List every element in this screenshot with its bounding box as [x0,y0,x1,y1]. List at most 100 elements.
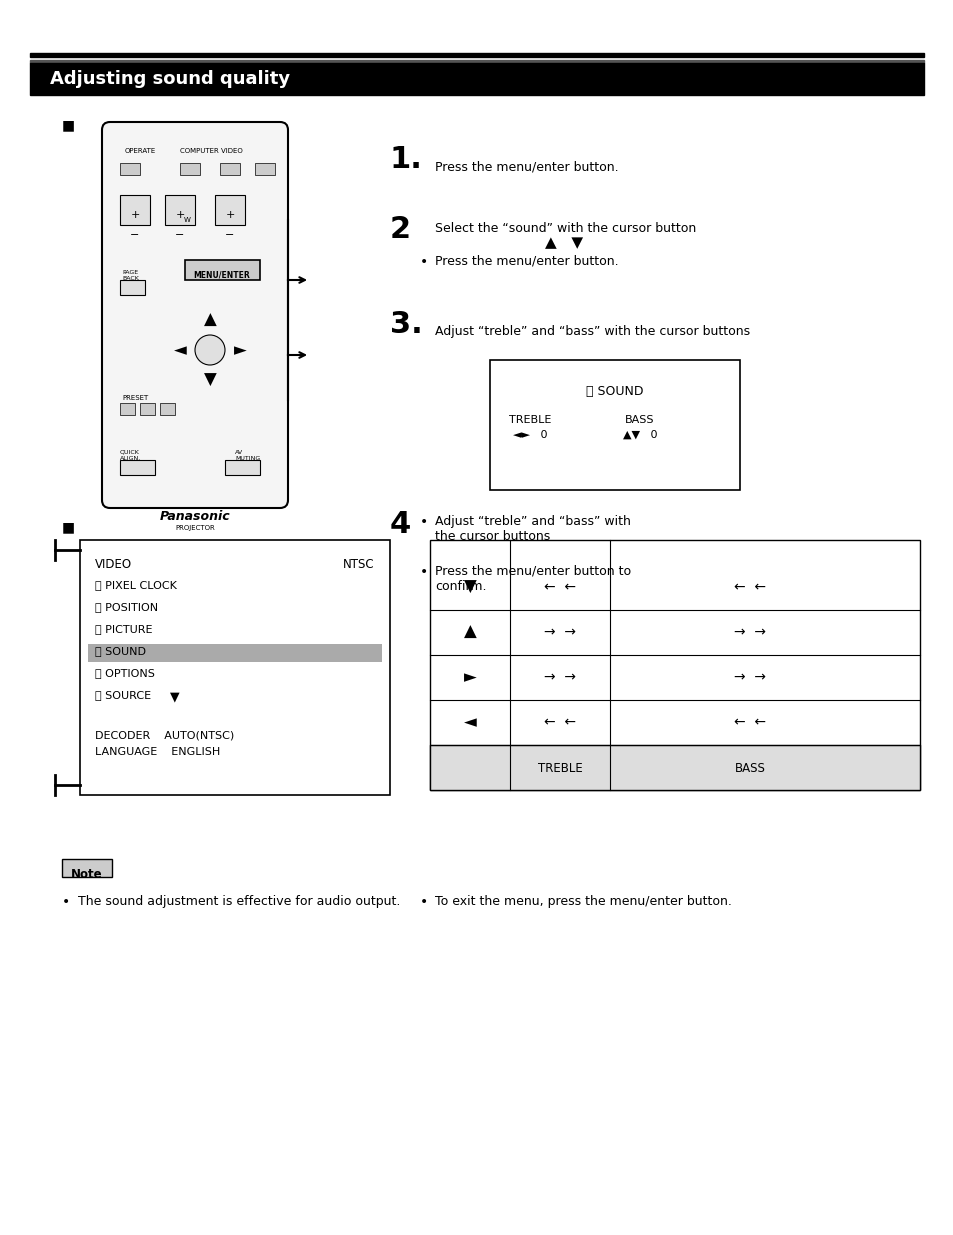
Text: ◄►   0: ◄► 0 [512,430,547,440]
Text: ←  ←: ← ← [543,580,576,594]
Text: VIDEO: VIDEO [95,558,132,571]
Text: ►: ► [463,668,476,685]
Bar [180,163,200,175]
Text: +: + [225,210,234,220]
Bar [160,403,174,415]
Text: 4: 4 [390,510,411,538]
Text: BASS: BASS [734,762,764,774]
Bar [225,459,260,475]
Text: Press the menu/enter button to: Press the menu/enter button to [435,564,631,578]
Text: ◄: ◄ [173,341,186,359]
Text: −: − [225,230,234,240]
Text: •: • [419,254,428,269]
Text: FOCUS: FOCUS [218,195,241,201]
Text: ⌗ SOUND: ⌗ SOUND [95,646,146,656]
Text: 2: 2 [390,215,411,245]
Circle shape [194,335,225,366]
Text: •: • [419,564,428,579]
Text: DECODER    AUTO(NTSC): DECODER AUTO(NTSC) [95,730,234,740]
Text: ▲   ▼: ▲ ▼ [544,235,582,249]
Text: ←  ←: ← ← [543,715,576,729]
Text: −: − [131,230,139,240]
Text: W: W [183,217,191,224]
Text: •: • [419,895,428,909]
Text: BASS: BASS [624,415,654,425]
Text: ◄: ◄ [463,713,476,731]
Bar [120,459,154,475]
Bar [254,163,274,175]
Text: confirm.: confirm. [435,580,486,593]
Text: PAGE
BACK: PAGE BACK [122,270,139,280]
Bar [140,403,154,415]
Text: MENU/ENTER: MENU/ENTER [193,270,250,279]
Text: PROJECTOR: PROJECTOR [175,525,214,531]
Text: +: + [175,210,185,220]
Text: ►: ► [233,341,246,359]
Text: LANGUAGE    ENGLISH: LANGUAGE ENGLISH [95,747,220,757]
Bar [62,860,112,877]
Bar [30,61,923,63]
Text: NTSC: NTSC [343,558,375,571]
Text: Note: Note [71,868,103,881]
Text: VOL.: VOL. [122,205,138,211]
Text: +: + [131,210,139,220]
Text: Press the menu/enter button.: Press the menu/enter button. [435,161,618,173]
Text: ←  ←: ← ← [733,580,765,594]
Bar [120,163,140,175]
Bar [220,163,240,175]
Text: ■: ■ [62,119,75,132]
Text: To exit the menu, press the menu/enter button.: To exit the menu, press the menu/enter b… [435,895,731,908]
Text: ⌗ SOURCE: ⌗ SOURCE [95,690,151,700]
Bar [30,63,923,95]
Text: ▲: ▲ [203,311,216,329]
Text: 3.: 3. [390,310,422,338]
Bar [120,403,135,415]
Bar [490,359,740,490]
Text: Panasonic: Panasonic [159,510,230,522]
Text: −: − [175,230,185,240]
Bar [120,195,150,225]
Text: ■: ■ [62,520,75,534]
Text: QUICK
ALIGN.: QUICK ALIGN. [120,450,141,461]
Bar [80,540,390,795]
Text: The sound adjustment is effective for audio output.: The sound adjustment is effective for au… [78,895,400,908]
Text: →  →: → → [543,671,576,684]
Text: the cursor buttons: the cursor buttons [435,530,550,543]
Text: ▼: ▼ [463,578,476,597]
Text: Adjust “treble” and “bass” with the cursor buttons: Adjust “treble” and “bass” with the curs… [435,325,749,338]
Bar [120,280,145,295]
Text: ▼: ▼ [203,370,216,389]
Text: →  →: → → [733,625,765,638]
Text: ⌗ PICTURE: ⌗ PICTURE [95,624,152,634]
Text: TREBLE: TREBLE [537,762,581,774]
Text: Adjust “treble” and “bass” with: Adjust “treble” and “bass” with [435,515,630,529]
Bar [430,745,919,790]
Text: ⌗ PIXEL CLOCK: ⌗ PIXEL CLOCK [95,580,176,590]
Bar [30,53,923,57]
Bar [165,195,194,225]
Text: ⌗ POSITION: ⌗ POSITION [95,601,158,613]
FancyBboxPatch shape [102,122,288,508]
Text: •: • [419,515,428,529]
Text: ⌗ SOUND: ⌗ SOUND [586,385,643,398]
Text: ZOOM: ZOOM [169,195,191,201]
Text: ▲: ▲ [463,622,476,641]
Text: AV
MUTING: AV MUTING [234,450,260,461]
Text: •: • [62,895,71,909]
Text: COMPUTER VIDEO: COMPUTER VIDEO [180,148,242,154]
Text: Adjusting sound quality: Adjusting sound quality [50,70,290,88]
Text: OPERATE: OPERATE [125,148,156,154]
Bar [214,195,245,225]
Text: TREBLE: TREBLE [508,415,551,425]
Text: →  →: → → [733,671,765,684]
Bar [185,261,260,280]
Bar [88,643,381,662]
Text: →  →: → → [543,625,576,638]
Text: ←  ←: ← ← [733,715,765,729]
Text: ▲▼   0: ▲▼ 0 [622,430,657,440]
Text: PRESET: PRESET [122,395,148,401]
Text: ⌗ OPTIONS: ⌗ OPTIONS [95,668,154,678]
Text: 1.: 1. [390,144,422,174]
Text: Press the menu/enter button.: Press the menu/enter button. [435,254,618,268]
Text: ▼: ▼ [170,690,179,703]
